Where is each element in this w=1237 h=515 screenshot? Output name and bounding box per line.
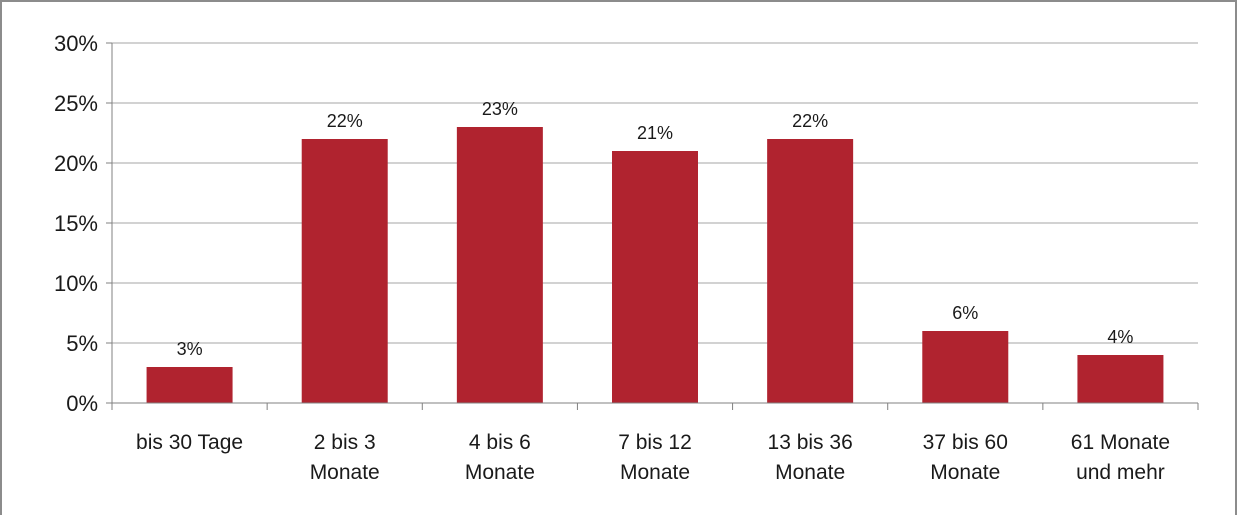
bars bbox=[146, 127, 1164, 403]
bar bbox=[767, 139, 854, 403]
category-label: Monate bbox=[310, 461, 380, 484]
data-label: 4% bbox=[1107, 327, 1133, 347]
y-tick-label: 10% bbox=[54, 271, 98, 296]
data-label: 6% bbox=[952, 303, 978, 323]
category-labels: bis 30 Tage 2 bis 3 Monate 4 bis 6 Monate 7 b… bbox=[136, 431, 1170, 484]
y-tick-label: 20% bbox=[54, 151, 98, 176]
bar bbox=[612, 151, 698, 403]
y-tick-label: 5% bbox=[66, 331, 98, 356]
category-label: bis 30 Tage bbox=[136, 431, 243, 454]
y-axis: 0% 5% 10% 15% 20% 25% 30% bbox=[54, 31, 113, 416]
category-label: 61 Monate bbox=[1071, 431, 1170, 454]
category-label: und mehr bbox=[1076, 461, 1165, 484]
y-tick-label: 0% bbox=[66, 391, 98, 416]
data-labels: 3% 22% 23% 21% 22% 6% 4% bbox=[177, 99, 1134, 359]
category-label: 7 bis 12 bbox=[618, 431, 692, 454]
category-label: 37 bis 60 bbox=[923, 431, 1008, 454]
bar bbox=[146, 367, 233, 403]
category-label: Monate bbox=[620, 461, 690, 484]
data-label: 22% bbox=[327, 111, 363, 131]
data-label: 23% bbox=[482, 99, 518, 119]
bar bbox=[1077, 355, 1164, 403]
x-axis bbox=[111, 402, 1199, 410]
y-tick-label: 30% bbox=[54, 31, 98, 56]
data-label: 3% bbox=[177, 339, 203, 359]
category-label: 2 bis 3 bbox=[314, 431, 376, 454]
category-label: Monate bbox=[930, 461, 1000, 484]
bar bbox=[922, 331, 1009, 403]
y-tick-label: 15% bbox=[54, 211, 98, 236]
category-label: 4 bis 6 bbox=[469, 431, 531, 454]
category-label: 13 bis 36 bbox=[768, 431, 853, 454]
category-label: Monate bbox=[465, 461, 535, 484]
bar bbox=[456, 127, 543, 403]
category-label: Monate bbox=[775, 461, 845, 484]
data-label: 22% bbox=[792, 111, 828, 131]
data-label: 21% bbox=[637, 123, 673, 143]
bar bbox=[301, 139, 388, 403]
y-tick-label: 25% bbox=[54, 91, 98, 116]
